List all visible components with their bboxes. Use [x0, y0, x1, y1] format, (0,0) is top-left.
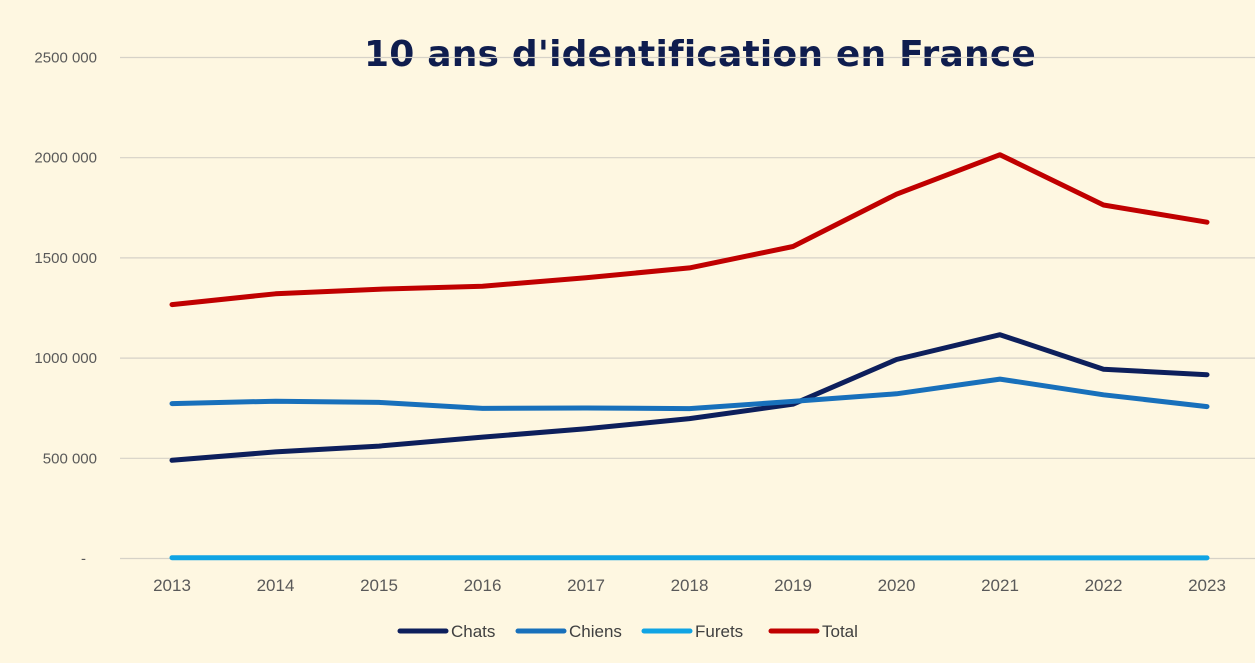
x-tick-label: 2017 — [567, 576, 605, 595]
legend-label: Furets — [695, 622, 743, 641]
x-tick-label: 2019 — [774, 576, 812, 595]
y-tick-label: 1500 000 — [34, 250, 97, 267]
y-tick-label: - — [81, 551, 86, 568]
x-tick-label: 2021 — [981, 576, 1019, 595]
x-axis-tick-labels: 2013 2014 2015 2016 2017 2018 2019 2020 2021 2022… — [153, 576, 1226, 595]
x-tick-label: 2016 — [464, 576, 502, 595]
y-tick-label: 1000 000 — [34, 350, 97, 367]
x-tick-label: 2014 — [257, 576, 295, 595]
legend-label: Chats — [451, 622, 495, 641]
x-tick-label: 2022 — [1085, 576, 1123, 595]
series-line-total — [169, 152, 1210, 308]
legend-label: Chiens — [569, 622, 622, 641]
series-lines — [169, 152, 1210, 561]
y-axis-tick-labels: - 500 000 1000 000 1500 000 2000 000 2500 000 — [34, 50, 97, 568]
legend: Chats Chiens Furets Total — [397, 622, 858, 641]
y-tick-label: 2500 000 — [34, 50, 97, 67]
x-tick-label: 2015 — [360, 576, 398, 595]
x-tick-label: 2020 — [878, 576, 916, 595]
series-line-chiens — [169, 376, 1210, 412]
y-tick-label: 500 000 — [43, 450, 97, 467]
y-tick-label: 2000 000 — [34, 150, 97, 167]
x-tick-label: 2023 — [1188, 576, 1226, 595]
chart-title: 10 ans d'identification en France — [364, 34, 1036, 75]
x-tick-label: 2018 — [671, 576, 709, 595]
x-tick-label: 2013 — [153, 576, 191, 595]
gridlines — [120, 56, 1255, 560]
legend-label: Total — [822, 622, 858, 641]
series-line-chats — [169, 332, 1210, 463]
